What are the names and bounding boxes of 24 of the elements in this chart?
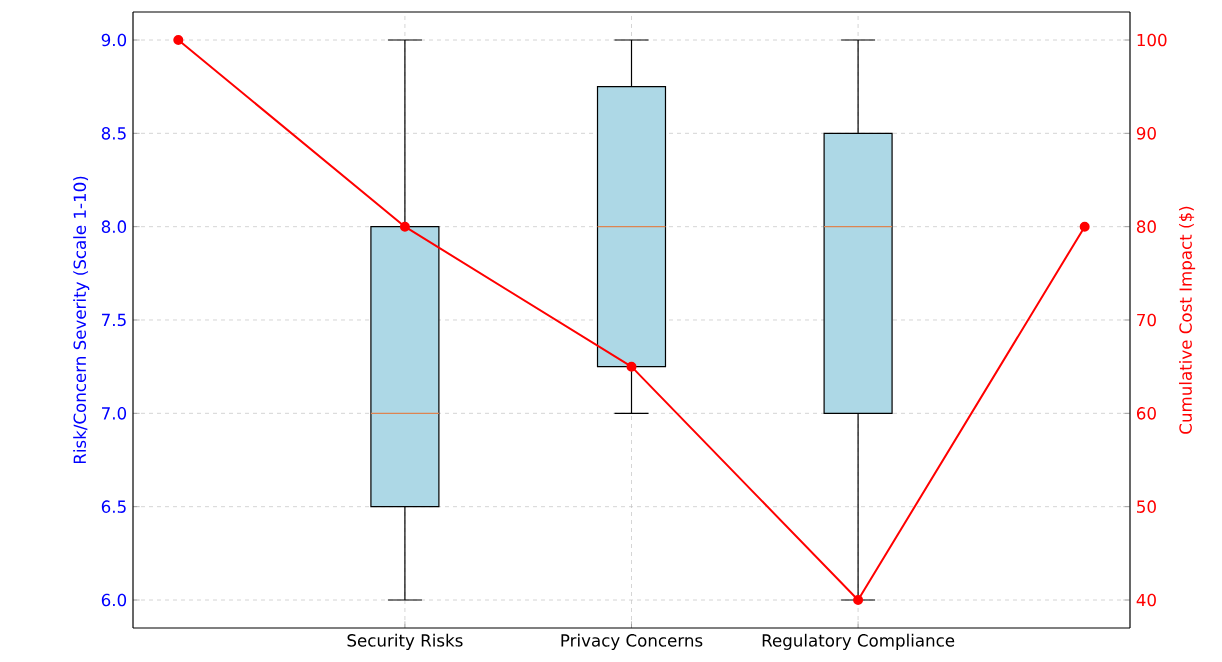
- x-tick-label: Privacy Concerns: [561, 633, 703, 650]
- point: [399, 221, 410, 232]
- y-tick-label: 9.0: [101, 33, 127, 47]
- point: [173, 35, 184, 45]
- y-tick-label: 6.5: [101, 500, 126, 513]
- y2-axis-title: Cumulative Cost Impact ($): [1179, 206, 1196, 434]
- y-axis-title: Risk/Concern Severity (Scale 1-10): [73, 176, 90, 464]
- y-tick-label: 7.0: [102, 407, 127, 420]
- y2-tick-label: 60: [1136, 407, 1156, 420]
- y-tick-label: 6.0: [101, 593, 127, 607]
- point: [853, 595, 864, 605]
- y2-tick-label: 100: [1137, 33, 1167, 47]
- y-tick-label: 8.0: [101, 220, 127, 233]
- y2-tick-label: 70: [1137, 313, 1156, 327]
- point: [1079, 221, 1090, 232]
- y-tick-label: 8.5: [101, 127, 126, 140]
- y2-tick-label: 90: [1136, 127, 1156, 140]
- point: [626, 361, 637, 372]
- y2-tick-label: 40: [1136, 593, 1156, 607]
- x-tick-label: Security Risks: [347, 633, 463, 650]
- x-tick-label: Regulatory Compliance: [762, 633, 955, 650]
- y-tick-label: 7.5: [102, 313, 126, 327]
- y2-tick-label: 80: [1136, 220, 1156, 233]
- y2-tick-label: 50: [1137, 500, 1156, 513]
